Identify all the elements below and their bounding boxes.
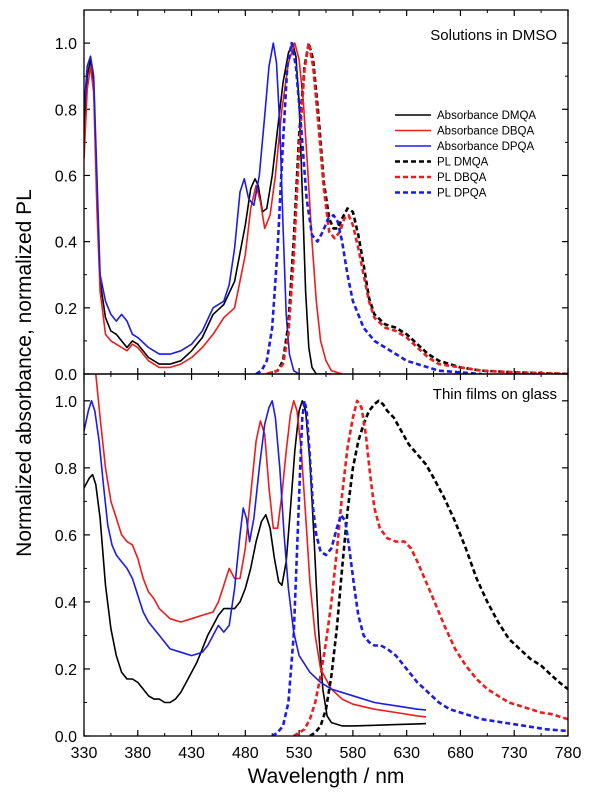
series-absorbance-dpqa-line xyxy=(84,400,427,711)
y-tick-label: 0.8 xyxy=(55,461,77,478)
x-tick-label: 380 xyxy=(124,745,151,762)
top-panel-y-tick-labels: 0.0 0.2 0.4 0.6 0.8 1.0 xyxy=(55,36,77,384)
x-tick-label: 580 xyxy=(340,745,367,762)
y-tick-label: 0.6 xyxy=(55,528,77,545)
legend: Absorbance DMQA Absorbance DBQA Absorbance… xyxy=(395,110,536,200)
x-tick-label: 330 xyxy=(71,745,98,762)
series-absorbance-dpqa-line xyxy=(84,42,300,374)
series-pl-dbqa-line xyxy=(266,41,568,374)
y-tick-label: 0.8 xyxy=(55,102,77,119)
series-pl-dpqa-line xyxy=(255,41,483,374)
legend-label: PL DBQA xyxy=(437,172,487,184)
legend-label: Absorbance DMQA xyxy=(437,110,536,122)
x-tick-label: 530 xyxy=(286,745,313,762)
series-pl-dbqa-line xyxy=(293,399,568,736)
x-tick-label: 430 xyxy=(178,745,205,762)
y-tick-label: 0.4 xyxy=(55,595,77,612)
legend-label: Absorbance DBQA xyxy=(437,126,534,138)
y-tick-label: 1.0 xyxy=(55,36,77,53)
y-tick-label: 0.0 xyxy=(55,729,77,746)
bottom-panel-annotation: Thin films on glass xyxy=(433,386,557,403)
y-tick-label: 1.0 xyxy=(55,394,77,411)
bottom-panel-series xyxy=(84,374,568,736)
legend-label: Absorbance DPQA xyxy=(437,141,534,153)
panel-solutions-in-dmso: 0.0 0.2 0.4 0.6 0.8 1.0 Solutions in DMSO Abs… xyxy=(55,9,569,384)
series-pl-dmqa-line xyxy=(309,399,568,736)
y-tick-label: 0.6 xyxy=(55,168,77,185)
series-absorbance-dbqa-line xyxy=(95,374,427,718)
legend-label: PL DMQA xyxy=(437,157,489,169)
series-pl-dmqa-line xyxy=(266,41,568,374)
top-panel-series xyxy=(84,41,568,374)
legend-label: PL DPQA xyxy=(437,188,487,200)
series-pl-dpqa-line xyxy=(271,399,568,736)
x-tick-labels: 330 380 430 480 530 580 630 680 730 780 xyxy=(71,745,582,762)
y-tick-label: 0.2 xyxy=(55,301,77,318)
bottom-panel-frame xyxy=(83,373,569,737)
x-tick-label: 630 xyxy=(393,745,420,762)
y-tick-label: 0.4 xyxy=(55,235,77,252)
y-axis-title: Normalized absorbance, normalized PL xyxy=(13,189,36,557)
y-tick-label: 0.0 xyxy=(55,367,77,384)
series-absorbance-dmqa-line xyxy=(84,42,332,374)
x-tick-label: 680 xyxy=(447,745,474,762)
x-tick-label: 730 xyxy=(501,745,528,762)
x-axis-title: Wavelength / nm xyxy=(248,765,405,788)
top-panel-annotation: Solutions in DMSO xyxy=(430,27,557,44)
x-tick-label: 780 xyxy=(555,745,582,762)
bottom-panel-y-tick-labels: 0.0 0.2 0.4 0.6 0.8 1.0 xyxy=(55,394,77,746)
x-tick-label: 480 xyxy=(232,745,259,762)
series-absorbance-dbqa-line xyxy=(84,42,343,374)
y-tick-label: 0.2 xyxy=(55,662,77,679)
panel-thin-films-on-glass: 0.0 0.2 0.4 0.6 0.8 1.0 Thin films on glass xyxy=(55,373,569,746)
